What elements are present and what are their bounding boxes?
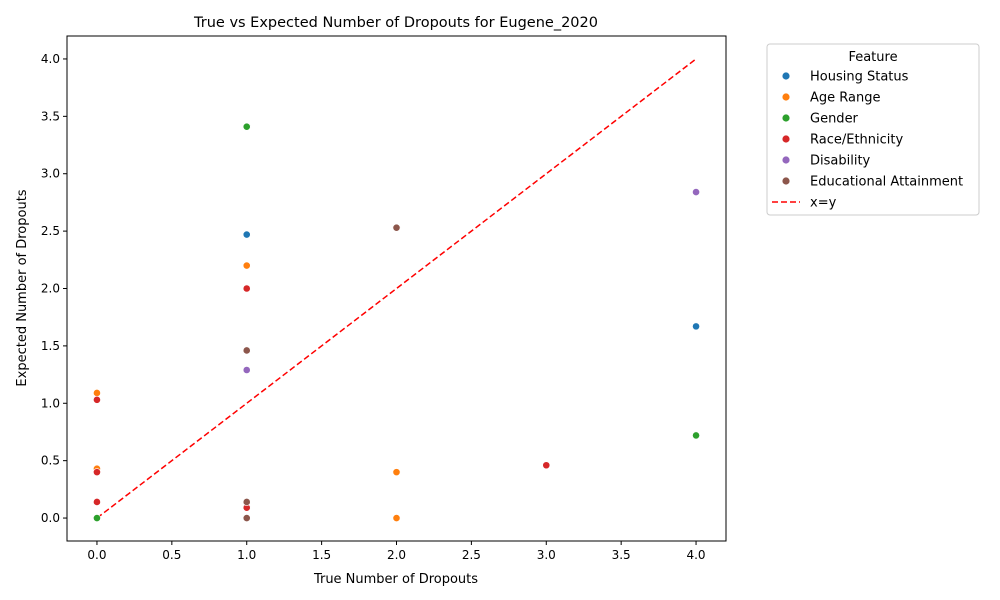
legend-label-gender: Gender: [810, 112, 859, 127]
x-tick-label: 2.0: [387, 548, 406, 562]
x-tick-label: 1.5: [312, 548, 331, 562]
point-age-range: [392, 514, 401, 522]
point-age-range: [392, 468, 401, 477]
point-race-ethnicity: [93, 498, 101, 506]
legend-label-x-equals-y: x=y: [810, 196, 837, 211]
legend-items: Housing Status Age Range Gender Race/Ethnic…: [772, 70, 963, 211]
point-disability: [242, 366, 251, 374]
reference-line-group: [96, 58, 697, 519]
point-age-range: [93, 389, 101, 397]
legend-marker-educational-attainment: [782, 177, 790, 185]
y-axis-label: Expected Number of Dropouts: [15, 189, 30, 386]
x-axis: 0.0 0.5 1.0 1.5 2.0 2.5 3.0 3.5 4.0: [87, 541, 706, 562]
y-tick-label: 0.0: [41, 511, 60, 525]
legend-label-race-ethnicity: Race/Ethnicity: [810, 133, 903, 148]
legend: Feature Housing Status Age Range Gender Rac…: [766, 43, 980, 216]
x-tick-label: 0.5: [162, 548, 181, 562]
legend-box: [766, 43, 980, 216]
point-race-ethnicity: [242, 284, 251, 293]
point-age-range: [242, 261, 251, 270]
legend-label-housing-status: Housing Status: [810, 70, 909, 85]
legend-label-age-range: Age Range: [810, 91, 880, 106]
legend-marker-age-range: [782, 93, 790, 101]
point-race-ethnicity: [542, 461, 551, 470]
x-axis-label: True Number of Dropouts: [313, 572, 478, 587]
point-gender: [242, 122, 251, 131]
point-educational-attainment: [242, 346, 251, 355]
chart-title: True vs Expected Number of Dropouts for …: [193, 15, 598, 31]
legend-marker-race-ethnicity: [782, 135, 790, 143]
x-tick-label: 4.0: [686, 548, 705, 562]
point-disability: [692, 188, 700, 196]
point-housing-status: [242, 230, 251, 239]
legend-marker-gender: [782, 114, 790, 122]
x-tick-label: 3.5: [612, 548, 631, 562]
point-gender: [692, 431, 700, 440]
legend-title: Feature: [848, 50, 897, 65]
y-tick-label: 1.0: [41, 396, 60, 410]
legend-label-educational-attainment: Educational Attainment: [810, 175, 963, 190]
x-tick-label: 3.0: [537, 548, 556, 562]
y-tick-label: 2.0: [41, 282, 60, 296]
y-tick-label: 4.0: [41, 52, 60, 66]
point-educational-attainment: [242, 498, 251, 506]
legend-label-disability: Disability: [810, 154, 871, 169]
point-educational-attainment: [392, 223, 401, 232]
plot-area: 0.0 0.5 1.0 1.5 2.0 2.5 3.0 3.5 4.0 0.0 0.5 1.0 1.5…: [41, 35, 727, 562]
point-race-ethnicity: [93, 468, 101, 477]
x-tick-label: 2.5: [462, 548, 481, 562]
data-points: [93, 122, 700, 522]
y-tick-label: 3.5: [41, 109, 60, 123]
legend-marker-disability: [782, 156, 790, 164]
legend-marker-housing-status: [782, 72, 790, 80]
reference-line-x-equals-y: [96, 58, 697, 519]
x-tick-label: 1.0: [237, 548, 256, 562]
x-tick-label: 0.0: [87, 548, 106, 562]
y-tick-label: 2.5: [41, 224, 60, 238]
point-housing-status: [692, 322, 700, 331]
y-axis: 0.0 0.5 1.0 1.5 2.0 2.5 3.0 3.5 4.0: [41, 52, 67, 525]
point-gender: [93, 514, 101, 522]
y-tick-label: 1.5: [41, 339, 60, 353]
y-tick-label: 3.0: [41, 167, 60, 181]
y-tick-label: 0.5: [41, 454, 60, 468]
point-race-ethnicity: [93, 395, 101, 404]
point-educational-attainment: [242, 514, 251, 522]
